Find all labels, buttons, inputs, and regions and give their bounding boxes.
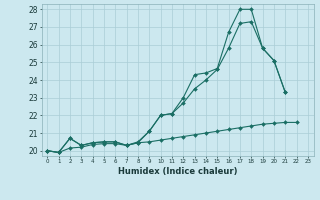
X-axis label: Humidex (Indice chaleur): Humidex (Indice chaleur)	[118, 167, 237, 176]
